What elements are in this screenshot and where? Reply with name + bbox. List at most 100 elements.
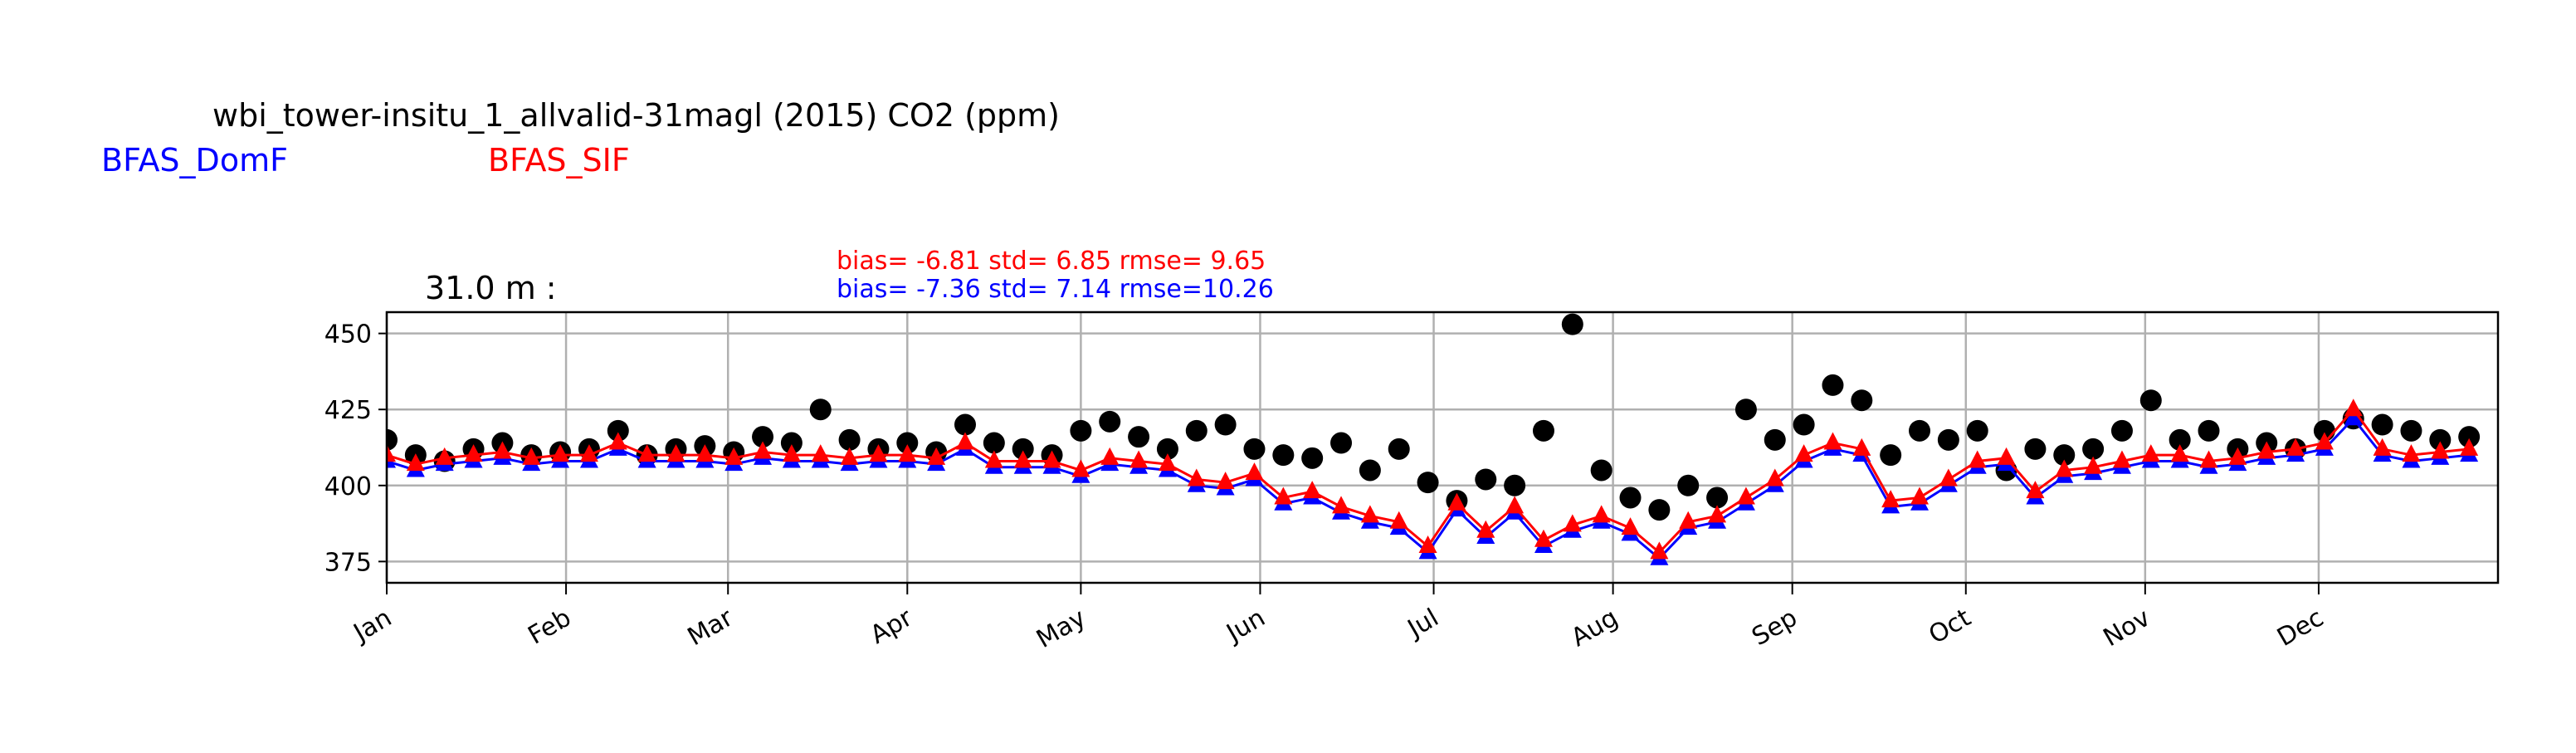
obs-point: [1301, 447, 1324, 469]
model-point: [1852, 438, 1871, 456]
model-point: [1389, 511, 1408, 529]
obs-point: [1619, 487, 1642, 509]
model-point: [898, 444, 917, 462]
model-point: [522, 447, 541, 465]
obs-point: [2400, 419, 2422, 442]
legend-entry: BFAS_DomF: [101, 142, 288, 178]
model-point: [1447, 492, 1466, 511]
obs-point: [1359, 459, 1381, 482]
model-point: [869, 444, 888, 462]
model-point: [1650, 541, 1669, 560]
model-point: [1534, 529, 1553, 547]
obs-point: [1734, 399, 1757, 421]
obs-point: [1243, 438, 1266, 460]
model-point: [2344, 408, 2363, 426]
model-point: [724, 447, 744, 465]
obs-point: [2169, 428, 2191, 451]
obs-point: [2110, 419, 2133, 442]
model-point: [1332, 496, 1351, 514]
model-point: [2402, 444, 2421, 462]
model-point: [2199, 450, 2218, 468]
model-point: [608, 432, 627, 450]
model-point: [2344, 399, 2363, 417]
model-point: [2026, 481, 2045, 499]
model-point: [1679, 511, 1698, 529]
model-point: [2373, 438, 2392, 456]
model-point: [2112, 450, 2131, 468]
obs-point: [2024, 438, 2047, 460]
model-point: [1881, 490, 1900, 508]
obs-point: [2371, 413, 2393, 436]
y-tick-label: 425: [324, 396, 372, 425]
obs-point: [1128, 426, 1150, 448]
obs-point: [1185, 419, 1208, 442]
model-point: [1303, 481, 1322, 499]
model-point: [695, 444, 715, 462]
obs-point: [1764, 428, 1786, 451]
model-point: [2286, 438, 2305, 456]
model-point: [1476, 520, 1495, 538]
model-point: [927, 447, 946, 465]
model-point: [387, 444, 396, 462]
model-point: [2055, 459, 2074, 477]
obs-point: [752, 426, 774, 448]
model-point: [579, 444, 598, 462]
model-point: [1910, 487, 1930, 505]
model-point: [637, 444, 656, 462]
obs-point: [1099, 410, 1121, 433]
obs-point: [1388, 438, 1410, 460]
obs-point: [2139, 389, 2162, 412]
model-point: [1997, 447, 2016, 465]
model-point: [1563, 514, 1582, 532]
obs-point: [1561, 313, 1583, 335]
obs-point: [1648, 499, 1671, 521]
model-point: [464, 444, 483, 462]
obs-point: [2458, 426, 2481, 448]
obs-point: [954, 413, 976, 436]
model-point: [2257, 441, 2276, 459]
model-point: [955, 432, 974, 450]
model-point: [1274, 487, 1293, 505]
model-point: [1592, 505, 1611, 523]
model-point: [551, 444, 570, 462]
model-point: [2084, 456, 2103, 474]
model-point: [840, 447, 859, 465]
subtitle: 31.0 m :: [425, 270, 557, 306]
model-point: [1823, 432, 1842, 450]
model-point: [1968, 450, 1987, 468]
model-point: [1736, 487, 1755, 505]
model-point: [406, 453, 425, 472]
obs-point: [809, 399, 832, 421]
obs-point: [1880, 444, 1902, 467]
model-point: [493, 441, 512, 459]
obs-point: [1677, 474, 1700, 496]
y-tick-label: 450: [324, 320, 372, 350]
obs-point: [1706, 487, 1729, 509]
model-point: [1245, 462, 1264, 481]
model-point: [435, 447, 454, 465]
obs-point: [1156, 438, 1178, 460]
model-point: [1360, 505, 1379, 523]
y-tick-label: 400: [324, 472, 372, 501]
stats-annotation: bias= -7.36 std= 7.14 rmse=10.26: [837, 275, 1274, 304]
model-point: [2460, 438, 2479, 456]
obs-point: [2429, 428, 2452, 451]
obs-point: [1070, 419, 1092, 442]
y-tick-label: 375: [324, 548, 372, 577]
chart-title: wbi_tower-insitu_1_allvalid-31magl (2015…: [212, 97, 1060, 134]
model-point: [1794, 444, 1813, 462]
obs-point: [896, 432, 919, 454]
model-point: [1013, 450, 1032, 468]
model-point: [1418, 535, 1437, 554]
model-point: [1708, 505, 1727, 523]
obs-point: [1532, 419, 1554, 442]
obs-point: [1590, 459, 1612, 482]
model-point: [1216, 472, 1235, 490]
model-point: [984, 450, 1003, 468]
model-point: [1158, 453, 1177, 472]
obs-point: [1417, 472, 1439, 494]
model-point: [1100, 447, 1120, 465]
model-point: [1621, 517, 1640, 535]
obs-point: [2198, 419, 2220, 442]
